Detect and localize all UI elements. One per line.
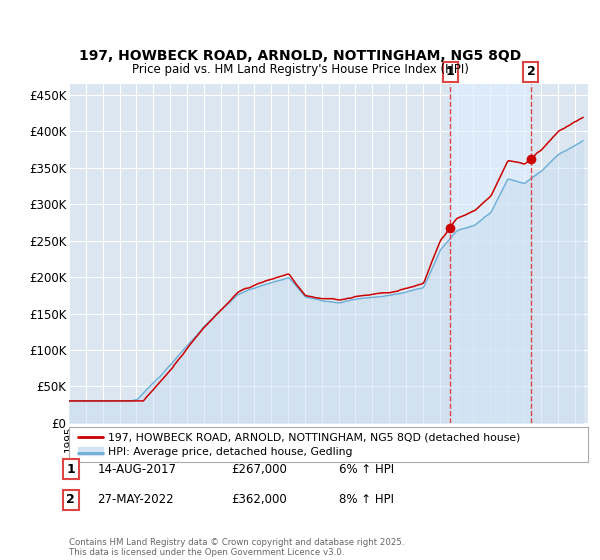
Text: 6% ↑ HPI: 6% ↑ HPI <box>339 463 394 476</box>
Text: 14-AUG-2017: 14-AUG-2017 <box>97 463 176 476</box>
Text: 1: 1 <box>446 66 455 78</box>
Text: 2: 2 <box>527 66 535 78</box>
Bar <box>450 84 531 423</box>
Text: 1: 1 <box>67 463 75 476</box>
Text: 27-MAY-2022: 27-MAY-2022 <box>97 493 174 506</box>
Text: 8% ↑ HPI: 8% ↑ HPI <box>339 493 394 506</box>
Text: 197, HOWBECK ROAD, ARNOLD, NOTTINGHAM, NG5 8QD: 197, HOWBECK ROAD, ARNOLD, NOTTINGHAM, N… <box>79 49 521 63</box>
Text: 2: 2 <box>67 493 75 506</box>
Text: HPI: Average price, detached house, Gedling: HPI: Average price, detached house, Gedl… <box>108 447 352 458</box>
Text: 197, HOWBECK ROAD, ARNOLD, NOTTINGHAM, NG5 8QD (detached house): 197, HOWBECK ROAD, ARNOLD, NOTTINGHAM, N… <box>108 432 520 442</box>
Text: Contains HM Land Registry data © Crown copyright and database right 2025.
This d: Contains HM Land Registry data © Crown c… <box>69 538 404 557</box>
Text: £362,000: £362,000 <box>231 493 287 506</box>
Text: £267,000: £267,000 <box>231 463 287 476</box>
Text: Price paid vs. HM Land Registry's House Price Index (HPI): Price paid vs. HM Land Registry's House … <box>131 63 469 77</box>
